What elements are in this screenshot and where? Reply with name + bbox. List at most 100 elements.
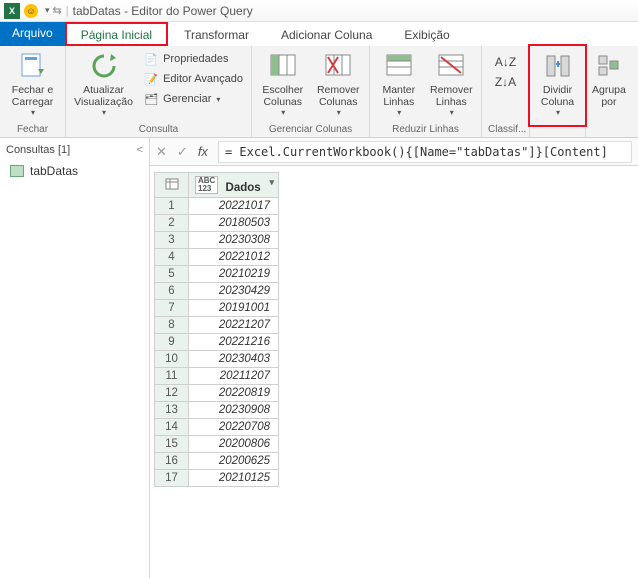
table-row[interactable]: 220180503 [155, 215, 279, 232]
table-row[interactable]: 1020230403 [155, 351, 279, 368]
formula-input[interactable]: = Excel.CurrentWorkbook(){[Name="tabData… [218, 141, 632, 163]
cell-value[interactable]: 20221216 [189, 334, 279, 351]
row-header[interactable]: 2 [155, 215, 189, 232]
cell-value[interactable]: 20221012 [189, 249, 279, 266]
cell-value[interactable]: 20230308 [189, 232, 279, 249]
chevron-down-icon: ▾ [31, 108, 35, 117]
cell-value[interactable]: 20220819 [189, 385, 279, 402]
ribbon-group-query: Atualizar Visualização ▾ 📄 Propriedades … [66, 46, 252, 137]
cell-value[interactable]: 20210125 [189, 470, 279, 487]
queries-pane-header: Consultas [1] < [6, 142, 143, 162]
group-by-label: Agrupa por [592, 84, 626, 108]
table-row[interactable]: 1220220819 [155, 385, 279, 402]
cancel-formula-icon[interactable]: ✕ [156, 144, 167, 160]
tab-file[interactable]: Arquivo [0, 22, 65, 46]
fx-icon[interactable]: fx [198, 144, 208, 159]
table-row[interactable]: 820221207 [155, 317, 279, 334]
cell-value[interactable]: 20191001 [189, 300, 279, 317]
remove-columns-button[interactable]: Remover Colunas ▾ [314, 48, 364, 117]
row-header[interactable]: 8 [155, 317, 189, 334]
row-header[interactable]: 10 [155, 351, 189, 368]
cell-value[interactable]: 20211207 [189, 368, 279, 385]
collapse-pane-icon[interactable]: < [137, 144, 143, 156]
column-header-dados[interactable]: ABC 123 Dados ▾ [189, 173, 279, 198]
cell-value[interactable]: 20200806 [189, 436, 279, 453]
cell-value[interactable]: 20180503 [189, 215, 279, 232]
tab-add-column[interactable]: Adicionar Coluna [265, 22, 388, 46]
table-row[interactable]: 920221216 [155, 334, 279, 351]
table-row[interactable]: 1720210125 [155, 470, 279, 487]
row-header[interactable]: 5 [155, 266, 189, 283]
cell-value[interactable]: 20230403 [189, 351, 279, 368]
group-by-button[interactable]: Agrupa por [592, 48, 626, 108]
keep-rows-icon [383, 50, 415, 82]
row-header[interactable]: 11 [155, 368, 189, 385]
chevron-down-icon: ▾ [102, 108, 106, 117]
choose-columns-button[interactable]: Escolher Colunas ▾ [258, 48, 308, 117]
qat-customize[interactable]: ⇆ [53, 4, 62, 17]
table-row[interactable]: 720191001 [155, 300, 279, 317]
tab-home[interactable]: Página Inicial [65, 22, 168, 46]
tab-transform[interactable]: Transformar [168, 22, 265, 46]
table-row[interactable]: 1320230908 [155, 402, 279, 419]
row-header[interactable]: 17 [155, 470, 189, 487]
remove-rows-label: Remover Linhas [430, 84, 473, 108]
column-filter-icon[interactable]: ▾ [269, 177, 274, 188]
row-header[interactable]: 13 [155, 402, 189, 419]
column-name: Dados [226, 182, 261, 194]
sort-asc-button[interactable]: A↓Z [493, 54, 518, 70]
qat-dropdown-icon[interactable]: ▾ [45, 5, 50, 16]
cell-value[interactable]: 20220708 [189, 419, 279, 436]
row-header[interactable]: 12 [155, 385, 189, 402]
table-row[interactable]: 120221017 [155, 198, 279, 215]
datatype-icon[interactable]: ABC 123 [195, 176, 218, 194]
cell-value[interactable]: 20210219 [189, 266, 279, 283]
row-header[interactable]: 16 [155, 453, 189, 470]
row-header[interactable]: 9 [155, 334, 189, 351]
table-row[interactable]: 1620200625 [155, 453, 279, 470]
row-header[interactable]: 14 [155, 419, 189, 436]
chevron-down-icon: ▾ [556, 108, 560, 117]
group-label-split [536, 135, 579, 137]
split-column-button[interactable]: Dividir Coluna ▾ [536, 48, 579, 117]
table-row[interactable]: 420221012 [155, 249, 279, 266]
row-header[interactable]: 15 [155, 436, 189, 453]
manage-button[interactable]: 🗂 Gerenciar ▾ [141, 90, 245, 108]
accept-formula-icon[interactable]: ✓ [177, 144, 188, 160]
refresh-preview-button[interactable]: Atualizar Visualização ▾ [72, 48, 135, 117]
cell-value[interactable]: 20221207 [189, 317, 279, 334]
row-header[interactable]: 6 [155, 283, 189, 300]
table-row[interactable]: 320230308 [155, 232, 279, 249]
table-row[interactable]: 520210219 [155, 266, 279, 283]
cell-value[interactable]: 20200625 [189, 453, 279, 470]
tab-view[interactable]: Exibição [388, 22, 465, 46]
close-and-load-button[interactable]: Fechar e Carregar ▾ [6, 48, 59, 117]
table-corner[interactable] [155, 173, 189, 198]
ribbon-group-reduce-rows: Manter Linhas ▾ Remover Linhas ▾ Reduzir… [370, 46, 482, 137]
advanced-editor-button[interactable]: 📝 Editor Avançado [141, 70, 245, 88]
row-header[interactable]: 3 [155, 232, 189, 249]
cell-value[interactable]: 20230429 [189, 283, 279, 300]
row-header[interactable]: 4 [155, 249, 189, 266]
query-item-tabdatas[interactable]: tabDatas [6, 162, 143, 180]
table-row[interactable]: 1520200806 [155, 436, 279, 453]
window-title: tabDatas - Editor do Power Query [73, 4, 253, 18]
cell-value[interactable]: 20230908 [189, 402, 279, 419]
keep-rows-button[interactable]: Manter Linhas ▾ [376, 48, 422, 117]
table-row[interactable]: 1420220708 [155, 419, 279, 436]
properties-button[interactable]: 📄 Propriedades [141, 50, 245, 68]
table-icon [10, 165, 24, 177]
chevron-down-icon: ▾ [337, 108, 341, 117]
close-load-icon [17, 50, 49, 82]
table-row[interactable]: 620230429 [155, 283, 279, 300]
table-row[interactable]: 1120211207 [155, 368, 279, 385]
row-header[interactable]: 1 [155, 198, 189, 215]
sort-desc-button[interactable]: Z↓A [493, 74, 518, 90]
remove-rows-button[interactable]: Remover Linhas ▾ [428, 48, 475, 117]
properties-icon: 📄 [143, 51, 159, 67]
remove-columns-label: Remover Colunas [317, 84, 360, 108]
refresh-label: Atualizar Visualização [74, 84, 133, 108]
group-by-icon [593, 50, 625, 82]
cell-value[interactable]: 20221017 [189, 198, 279, 215]
row-header[interactable]: 7 [155, 300, 189, 317]
